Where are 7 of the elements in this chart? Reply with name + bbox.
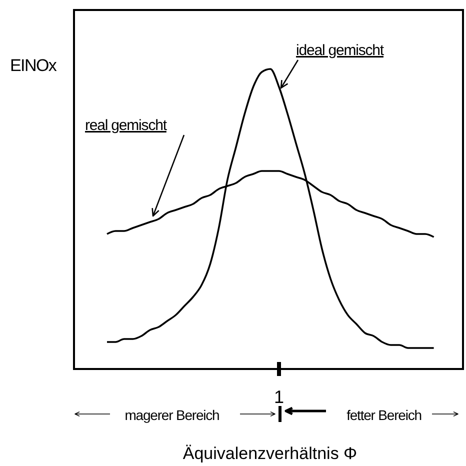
y-axis-title: EINOx	[10, 56, 58, 75]
x-axis-title: Äquivalenzverhältnis Φ	[182, 444, 358, 463]
text: fetter Bereich	[346, 407, 422, 423]
text: magerer Bereich	[124, 407, 220, 423]
text: 1	[274, 387, 284, 407]
text: real gemischt	[85, 117, 168, 134]
series-label: ideal gemischt	[296, 42, 385, 59]
